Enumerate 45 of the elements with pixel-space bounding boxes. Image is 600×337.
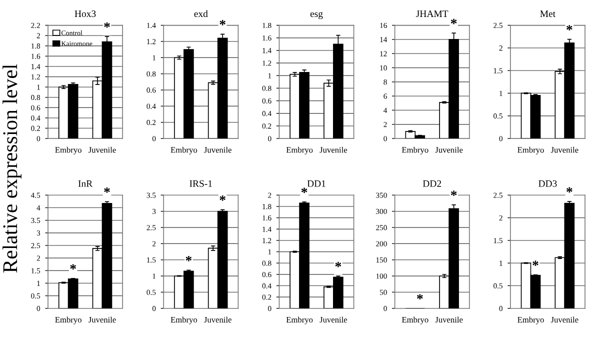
annotation: * (566, 187, 572, 193)
annotation: * (335, 262, 342, 268)
x-tick-label: Embryo (286, 146, 313, 154)
annotation: * (70, 264, 76, 270)
annotation: * (417, 294, 423, 300)
chart-title: IRS-1 (190, 180, 212, 187)
x-tick-label: Juvenile (320, 146, 348, 153)
annotation: * (566, 25, 572, 30)
x-tick-label: Juvenile (88, 146, 116, 153)
x-tick-label: Juvenile (204, 146, 232, 153)
x-tick-label: Embryo (402, 316, 428, 324)
x-tick-label: Juvenile (204, 316, 232, 323)
x-tick-label: Embryo (170, 316, 198, 324)
x-tick-label: Juvenile (550, 146, 578, 153)
annotation: * (450, 190, 457, 196)
chart-title: InR (78, 180, 93, 187)
chart-title: Hox3 (74, 10, 96, 18)
x-tick-label: Embryo (55, 146, 82, 154)
annotation: * (186, 256, 192, 262)
annotation: * (532, 260, 538, 266)
chart-title: exd (194, 10, 208, 18)
annotation: * (301, 188, 308, 193)
chart-title: DD3 (538, 180, 557, 187)
annotation: * (104, 188, 110, 193)
chart-title: Met (540, 10, 556, 18)
x-tick-label: Juvenile (435, 316, 463, 323)
x-tick-label: Embryo (518, 316, 544, 324)
x-tick-label: Embryo (518, 146, 544, 154)
x-tick-label: Embryo (402, 146, 428, 154)
y-axis-title: Relative expression level (2, 64, 22, 273)
x-tick-label: Juvenile (320, 316, 348, 323)
annotation: * (450, 18, 457, 24)
x-tick-label: Embryo (55, 316, 82, 324)
chart-title: DD1 (307, 180, 326, 187)
chart-title: esg (310, 12, 323, 20)
annotation: * (220, 20, 226, 26)
chart-title: DD2 (422, 180, 442, 187)
x-tick-label: Juvenile (550, 316, 578, 323)
chart-title: JHAMT (416, 10, 448, 18)
x-tick-label: Embryo (170, 146, 198, 154)
annotation: * (104, 22, 110, 28)
x-tick-label: Embryo (286, 316, 313, 324)
x-tick-label: Juvenile (435, 146, 463, 153)
annotation: * (220, 196, 226, 201)
x-tick-label: Juvenile (88, 316, 116, 323)
